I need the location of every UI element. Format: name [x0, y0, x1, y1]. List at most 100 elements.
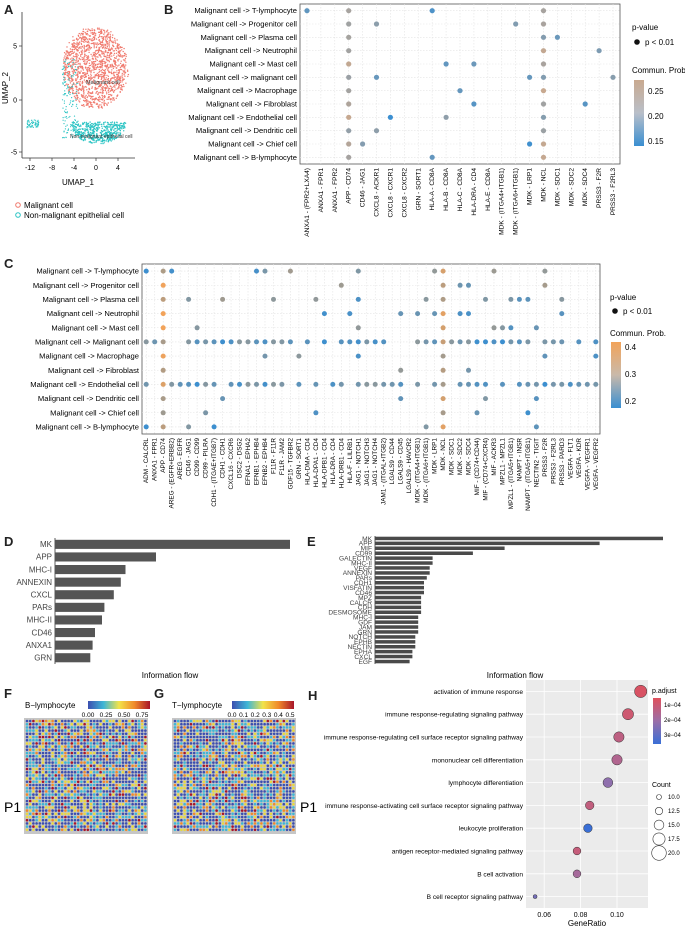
- interaction-dot: [313, 296, 319, 302]
- column-label: CD99 - PILRA: [203, 437, 210, 478]
- bar-label: GALECTIN: [339, 556, 372, 563]
- interaction-dot: [346, 128, 352, 134]
- interaction-dot: [576, 381, 582, 387]
- interaction-dot: [355, 268, 361, 274]
- column-label: ANXA1 - FPR2: [332, 168, 339, 213]
- interaction-dot: [177, 381, 183, 387]
- h-padj-tick: 3e−04: [664, 733, 682, 739]
- interaction-dot: [466, 282, 471, 288]
- column-label: EFNA1 - EPHA2: [245, 438, 252, 486]
- interaction-dot: [169, 381, 175, 387]
- interaction-dot: [542, 381, 548, 387]
- interaction-dot: [287, 339, 293, 345]
- interaction-dot: [415, 381, 421, 387]
- umap-xtick: -4: [71, 165, 77, 172]
- interaction-dot: [516, 381, 522, 387]
- umap-ytick: 5: [13, 44, 17, 51]
- bar: [375, 659, 410, 664]
- interaction-dot: [443, 61, 449, 67]
- bar-label: VISFATIN: [343, 585, 372, 592]
- umap-ytick: 0: [13, 98, 17, 105]
- bar: [55, 640, 93, 650]
- interaction-dot: [355, 325, 361, 331]
- bar-label: GRN: [34, 654, 52, 663]
- column-label: LGALS9 - CD45: [398, 438, 405, 485]
- term-label: activation of immune response: [434, 689, 524, 696]
- bar-label: CDH1: [354, 580, 372, 587]
- interaction-dot: [186, 424, 192, 430]
- bar: [375, 536, 663, 541]
- term-label: lymphocyte differentiation: [448, 780, 523, 787]
- b-legend-pvalue-title: p-value: [632, 23, 659, 32]
- enrichment-dot: [634, 684, 648, 698]
- h-legend-padj-title: p.adjust: [652, 688, 677, 695]
- interaction-dot: [160, 282, 166, 288]
- interaction-dot: [143, 268, 149, 274]
- column-label: MIF - ACKR3: [491, 438, 498, 476]
- interaction-dot: [160, 325, 166, 331]
- interaction-dot: [429, 8, 435, 14]
- interaction-dot: [540, 101, 547, 107]
- interaction-dot: [304, 339, 310, 345]
- bar: [375, 590, 424, 595]
- interaction-dot: [525, 296, 531, 302]
- c-legend-tick: 0.4: [625, 343, 637, 352]
- h-xlabel: GeneRatio: [568, 919, 607, 927]
- column-label: MDK - SDC1: [449, 438, 456, 475]
- column-label: ANXA1 - FPR1: [152, 438, 159, 481]
- umap-xtick: -12: [25, 165, 35, 172]
- interaction-dot: [540, 114, 547, 120]
- enrichment-dot: [532, 894, 538, 899]
- column-label: MDK - SDC2: [457, 438, 464, 475]
- row-label: Malignant cell -> Fibroblast: [48, 366, 140, 375]
- panel-label-b: B: [164, 2, 173, 17]
- interaction-dot: [373, 74, 380, 80]
- column-label: HLA-DMA - CD4: [304, 438, 311, 485]
- interaction-dot: [355, 381, 361, 387]
- column-label: CD46 - JAG1: [360, 168, 367, 208]
- colorbar-tick: 0.25: [100, 712, 113, 719]
- h-xtick: 0.10: [610, 912, 624, 919]
- b-legend-color-title: Commun. Prob.: [632, 66, 685, 75]
- c-legend-tick: 0.3: [625, 370, 637, 379]
- interaction-dot: [508, 325, 514, 331]
- interaction-dot: [440, 282, 446, 288]
- interaction-dot: [355, 353, 361, 359]
- row-label: Malignant cell -> Mast cell: [51, 323, 139, 332]
- panel-c-dotplot: C Malignant cell -> T-lymphocyte Malignan…: [4, 256, 666, 511]
- d-xlabel: Information flow: [142, 671, 199, 680]
- interaction-dot: [466, 311, 471, 317]
- c-legend-pvalue-dot: [612, 308, 618, 314]
- bar-label: NOTCH: [349, 634, 373, 641]
- interaction-dot: [593, 381, 599, 387]
- interaction-dot: [346, 48, 352, 54]
- bar: [375, 645, 416, 649]
- interaction-dot: [540, 21, 547, 27]
- interaction-dot: [540, 34, 547, 40]
- umap-ylabel: UMAP_2: [1, 71, 10, 104]
- bar-label: MHC-I: [29, 565, 52, 574]
- e-xlabel: Information flow: [487, 671, 544, 680]
- h-sample-label: P1: [300, 799, 317, 815]
- h-count-marker: [656, 794, 662, 800]
- column-label: CD46 - JAG1: [186, 438, 193, 476]
- interaction-dot: [540, 128, 547, 134]
- h-count-tick: 15.0: [668, 823, 680, 829]
- column-label: MDK - (ITGA6+ITGB1): [513, 168, 520, 235]
- interaction-dot: [593, 353, 599, 359]
- row-label: Malignant cell -> Macrophage: [39, 352, 139, 361]
- interaction-dot: [542, 268, 548, 274]
- interaction-dot: [449, 339, 455, 345]
- interaction-dot: [271, 339, 276, 345]
- c-legend-pvalue-item: p < 0.01: [623, 307, 653, 316]
- interaction-dot: [143, 339, 149, 345]
- panel-label-d: D: [4, 534, 13, 549]
- column-label: PRSS3 - F2RL3: [550, 438, 557, 484]
- interaction-dot: [582, 101, 588, 107]
- bar-label: CD46: [355, 590, 372, 597]
- b-colorbar: [634, 80, 644, 146]
- interaction-dot: [228, 381, 234, 387]
- column-label: VEGFA - FLT1: [567, 438, 574, 480]
- h-xtick: 0.08: [574, 912, 588, 919]
- column-label: MPZL1 - MPZL1: [499, 438, 506, 485]
